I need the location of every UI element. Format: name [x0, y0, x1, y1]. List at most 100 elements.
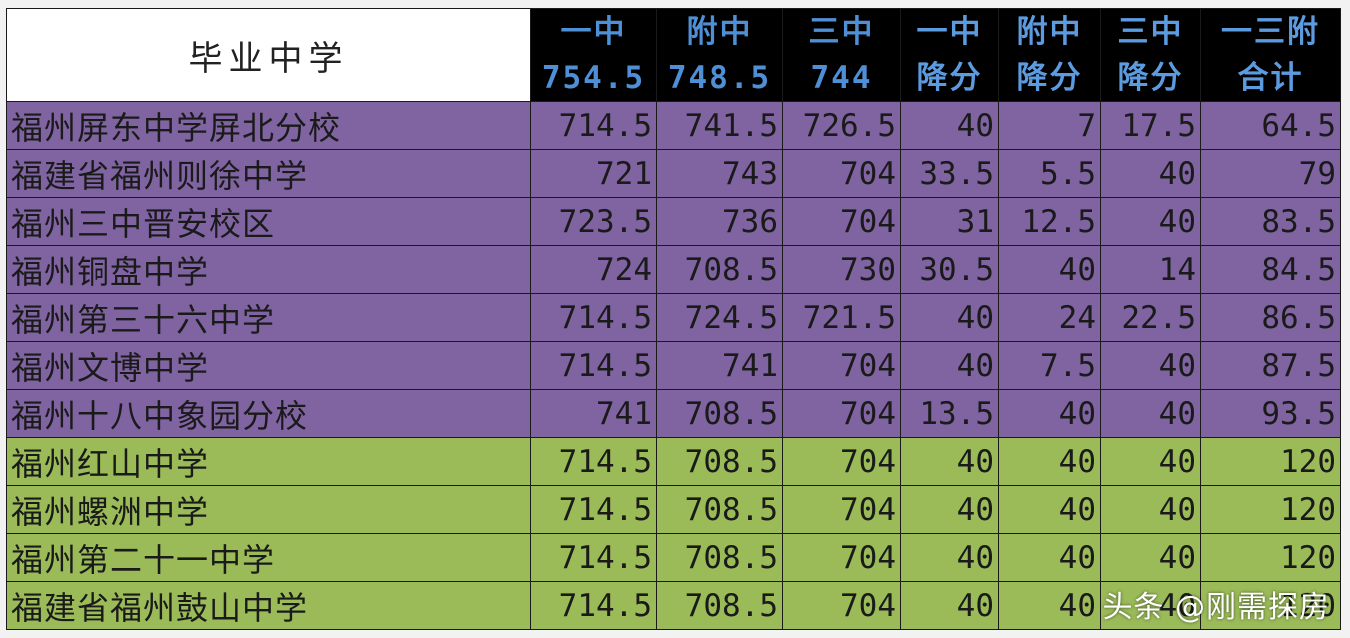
value-cell: 17.5	[1100, 101, 1201, 150]
table-row: 福州螺洲中学 714.5 708.5 704 40 40 40 120	[6, 485, 1341, 534]
value-cell: 730	[782, 245, 901, 294]
value-cell: 40	[1100, 341, 1201, 390]
value-cell: 86.5	[1200, 293, 1341, 342]
value-cell: 14	[1100, 245, 1201, 294]
table-row: 福州第三十六中学 714.5 724.5 721.5 40 24 22.5 86.5	[6, 293, 1341, 342]
value-cell: 7.5	[998, 341, 1101, 390]
value-cell: 40	[900, 341, 999, 390]
value-cell: 120	[1200, 485, 1341, 534]
value-cell: 84.5	[1200, 245, 1341, 294]
value-cell: 40	[998, 581, 1101, 630]
value-cell: 40	[1100, 197, 1201, 246]
table-row: 福州十八中象园分校 741 708.5 704 13.5 40 40 93.5	[6, 389, 1341, 438]
value-cell: 708.5	[656, 389, 783, 438]
col-header-1: 附中 748.5	[656, 8, 783, 102]
watermark: 头条 @刚需探房	[1102, 590, 1330, 625]
value-cell: 30.5	[900, 245, 999, 294]
value-cell: 93.5	[1200, 389, 1341, 438]
table-row: 福建省福州则徐中学 721 743 704 33.5 5.5 40 79	[6, 149, 1341, 198]
value-cell: 708.5	[656, 437, 783, 486]
value-cell: 13.5	[900, 389, 999, 438]
value-cell: 40	[998, 245, 1101, 294]
value-cell: 40	[998, 389, 1101, 438]
col-header-6: 一三附 合计	[1200, 8, 1341, 102]
table-row: 福建省福州鼓山中学 714.5 708.5 704 40 40 40 120	[6, 581, 1341, 630]
value-cell: 721	[530, 149, 657, 198]
value-cell: 40	[900, 437, 999, 486]
table-row: 福州三中晋安校区 723.5 736 704 31 12.5 40 83.5	[6, 197, 1341, 246]
value-cell: 40	[998, 437, 1101, 486]
table-row: 福州屏东中学屏北分校 714.5 741.5 726.5 40 7 17.5 64.5	[6, 101, 1341, 150]
value-cell: 714.5	[530, 341, 657, 390]
value-cell: 12.5	[998, 197, 1101, 246]
school-name-cell: 福州十八中象园分校	[6, 389, 531, 438]
value-cell: 704	[782, 581, 901, 630]
value-cell: 741	[530, 389, 657, 438]
value-cell: 704	[782, 149, 901, 198]
value-cell: 714.5	[530, 485, 657, 534]
value-cell: 7	[998, 101, 1101, 150]
school-name-cell: 福州屏东中学屏北分校	[6, 101, 531, 150]
header-title: 毕业中学	[6, 8, 531, 102]
value-cell: 704	[782, 389, 901, 438]
school-name-cell: 福州第三十六中学	[6, 293, 531, 342]
value-cell: 79	[1200, 149, 1341, 198]
value-cell: 31	[900, 197, 999, 246]
value-cell: 741.5	[656, 101, 783, 150]
value-cell: 708.5	[656, 485, 783, 534]
value-cell: 24	[998, 293, 1101, 342]
value-cell: 40	[1100, 437, 1201, 486]
value-cell: 704	[782, 197, 901, 246]
value-cell: 40	[1100, 533, 1201, 582]
school-name-cell: 福州文博中学	[6, 341, 531, 390]
value-cell: 40	[1100, 581, 1201, 630]
table-row: 福州铜盘中学 724 708.5 730 30.5 40 14 84.5	[6, 245, 1341, 294]
col-header-0: 一中 754.5	[530, 8, 657, 102]
value-cell: 714.5	[530, 293, 657, 342]
value-cell: 120	[1200, 437, 1341, 486]
value-cell: 714.5	[530, 101, 657, 150]
value-cell: 40	[900, 533, 999, 582]
score-table: 毕业中学 一中 754.5 附中 748.5 三中 744 一中 降分 附中 降分 三中降…	[6, 8, 1341, 630]
value-cell: 714.5	[530, 437, 657, 486]
school-name-cell: 福州铜盘中学	[6, 245, 531, 294]
value-cell: 40	[900, 293, 999, 342]
value-cell: 743	[656, 149, 783, 198]
value-cell: 22.5	[1100, 293, 1201, 342]
value-cell: 40	[998, 533, 1101, 582]
value-cell: 708.5	[656, 533, 783, 582]
value-cell: 87.5	[1200, 341, 1341, 390]
value-cell: 708.5	[656, 581, 783, 630]
value-cell: 704	[782, 485, 901, 534]
value-cell: 83.5	[1200, 197, 1341, 246]
school-name-cell: 福州三中晋安校区	[6, 197, 531, 246]
value-cell: 704	[782, 533, 901, 582]
school-name-cell: 福州第二十一中学	[6, 533, 531, 582]
value-cell: 40	[900, 581, 999, 630]
value-cell: 724	[530, 245, 657, 294]
value-cell: 704	[782, 437, 901, 486]
school-name-cell: 福州螺洲中学	[6, 485, 531, 534]
col-header-2: 三中 744	[782, 8, 901, 102]
value-cell: 40	[900, 101, 999, 150]
value-cell: 714.5	[530, 533, 657, 582]
value-cell: 724.5	[656, 293, 783, 342]
value-cell: 33.5	[900, 149, 999, 198]
value-cell: 721.5	[782, 293, 901, 342]
value-cell: 40	[900, 485, 999, 534]
table-body: 福州屏东中学屏北分校 714.5 741.5 726.5 40 7 17.5 64.5 福建省福…	[6, 101, 1341, 630]
col-header-3: 一中 降分	[900, 8, 999, 102]
value-cell: 40	[998, 485, 1101, 534]
school-name-cell: 福建省福州则徐中学	[6, 149, 531, 198]
table-row: 福州文博中学 714.5 741 704 40 7.5 40 87.5	[6, 341, 1341, 390]
school-name-cell: 福州红山中学	[6, 437, 531, 486]
value-cell: 704	[782, 341, 901, 390]
col-header-4: 附中 降分	[998, 8, 1101, 102]
value-cell: 708.5	[656, 245, 783, 294]
col-header-5: 三中 降分	[1100, 8, 1201, 102]
value-cell: 714.5	[530, 581, 657, 630]
value-cell: 723.5	[530, 197, 657, 246]
value-cell: 40	[1100, 389, 1201, 438]
value-cell: 40	[1100, 149, 1201, 198]
value-cell: 5.5	[998, 149, 1101, 198]
